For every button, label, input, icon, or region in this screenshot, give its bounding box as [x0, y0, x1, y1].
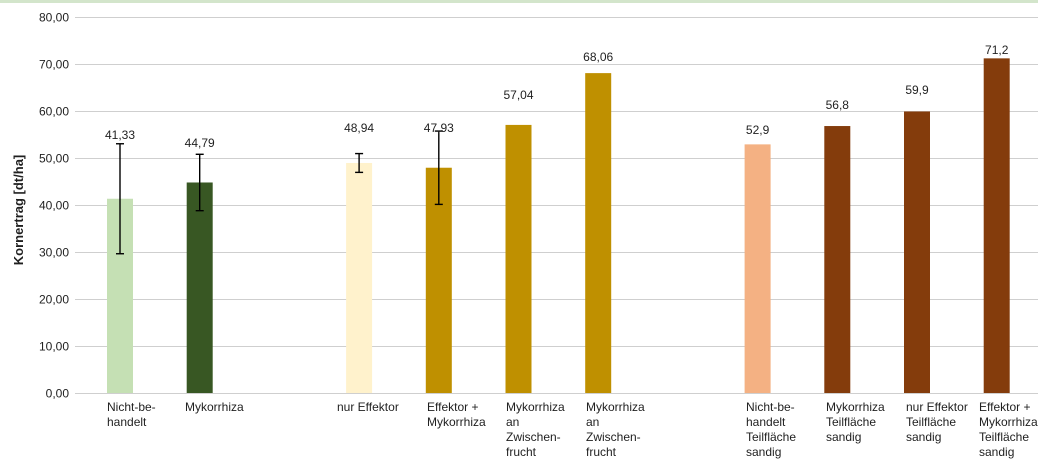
category-label-line: Nicht-be- — [746, 400, 795, 414]
y-tick-label: 70,00 — [39, 58, 69, 72]
data-label: 56,8 — [826, 98, 850, 112]
bar — [505, 124, 532, 394]
category-label-line: Effektor + — [427, 400, 478, 414]
error-bar — [434, 130, 443, 206]
category-label-line: handelt — [107, 415, 147, 429]
data-label: 68,06 — [583, 50, 613, 64]
data-label: 47,93 — [424, 121, 454, 135]
bar — [346, 162, 373, 393]
y-tick-label: 30,00 — [39, 246, 69, 260]
y-tick-label: 50,00 — [39, 152, 69, 166]
category-label-line: Mykorrhiza — [427, 415, 486, 429]
category-label-line: Zwischen- — [506, 430, 561, 444]
category-label-line: frucht — [586, 445, 617, 459]
category-label-line: sandig — [979, 445, 1014, 459]
gridlines — [75, 17, 1038, 394]
bar — [744, 144, 771, 393]
category-label-line: handelt — [746, 415, 786, 429]
y-tick-label: 60,00 — [39, 105, 69, 119]
bars — [107, 58, 1010, 394]
category-label-line: Teilfläche — [979, 430, 1029, 444]
category-label-line: Effektor + — [979, 400, 1030, 414]
category-label-line: nur Effektor — [337, 400, 399, 414]
category-label-line: sandig — [906, 430, 941, 444]
error-bar — [355, 152, 364, 174]
category-label: nur Effektor — [337, 400, 399, 414]
category-label-line: Mykorrhiza — [506, 400, 565, 414]
data-label: 57,04 — [503, 88, 533, 102]
y-tick-labels: 0,00 10,00 20,00 30,00 40,00 50,00 60,00 70,00 8… — [39, 11, 69, 401]
bar — [186, 182, 213, 393]
category-label-line: sandig — [746, 445, 781, 459]
category-label-line: Nicht-be- — [107, 400, 156, 414]
y-tick-label: 0,00 — [46, 387, 70, 401]
category-label-line: Mykorrhiza — [586, 400, 645, 414]
y-axis-title: Kornertrag [dt/ha] — [11, 155, 26, 266]
category-label-line: Mykorrhiza — [185, 400, 244, 414]
error-bar — [195, 153, 204, 212]
error-bars — [116, 130, 443, 255]
y-tick-label: 40,00 — [39, 199, 69, 213]
top-band — [0, 0, 1038, 3]
category-label-line: sandig — [826, 430, 861, 444]
bar — [425, 167, 452, 393]
category-label-line: Mykorrhiza — [979, 415, 1038, 429]
data-label: 52,9 — [746, 123, 770, 137]
y-tick-label: 80,00 — [39, 11, 69, 25]
category-label-line: Teilfläche — [826, 415, 876, 429]
data-labels: 41,33 44,79 48,94 47,93 57,04 68,06 52,9 56,8 59… — [105, 43, 1009, 150]
category-label-line: Zwischen- — [586, 430, 641, 444]
y-tick-label: 10,00 — [39, 340, 69, 354]
error-bar — [116, 143, 124, 255]
bar — [904, 111, 930, 393]
data-label: 41,33 — [105, 128, 135, 142]
category-label-line: an — [506, 415, 519, 429]
category-label-line: an — [586, 415, 599, 429]
category-label: Nicht-be-handelt — [107, 400, 156, 429]
data-label: 44,79 — [185, 136, 215, 150]
bar — [983, 58, 1010, 394]
data-label: 71,2 — [985, 43, 1009, 57]
category-label: Mykorrhiza — [185, 400, 244, 414]
y-tick-label: 20,00 — [39, 293, 69, 307]
data-label: 48,94 — [344, 121, 374, 135]
category-label-line: Mykorrhiza — [826, 400, 885, 414]
bar — [824, 126, 851, 393]
bar — [585, 73, 612, 394]
category-labels: Nicht-be-handelt Mykorrhiza nur Effektor Ef… — [107, 400, 1038, 459]
category-label-line: Teilfläche — [906, 415, 956, 429]
category-label-line: Teilfläche — [746, 430, 796, 444]
category-label-line: nur Effektor — [906, 400, 968, 414]
data-label: 59,9 — [905, 83, 929, 97]
category-label-line: frucht — [506, 445, 537, 459]
category-label: Effektor +Mykorrhiza — [427, 400, 486, 429]
